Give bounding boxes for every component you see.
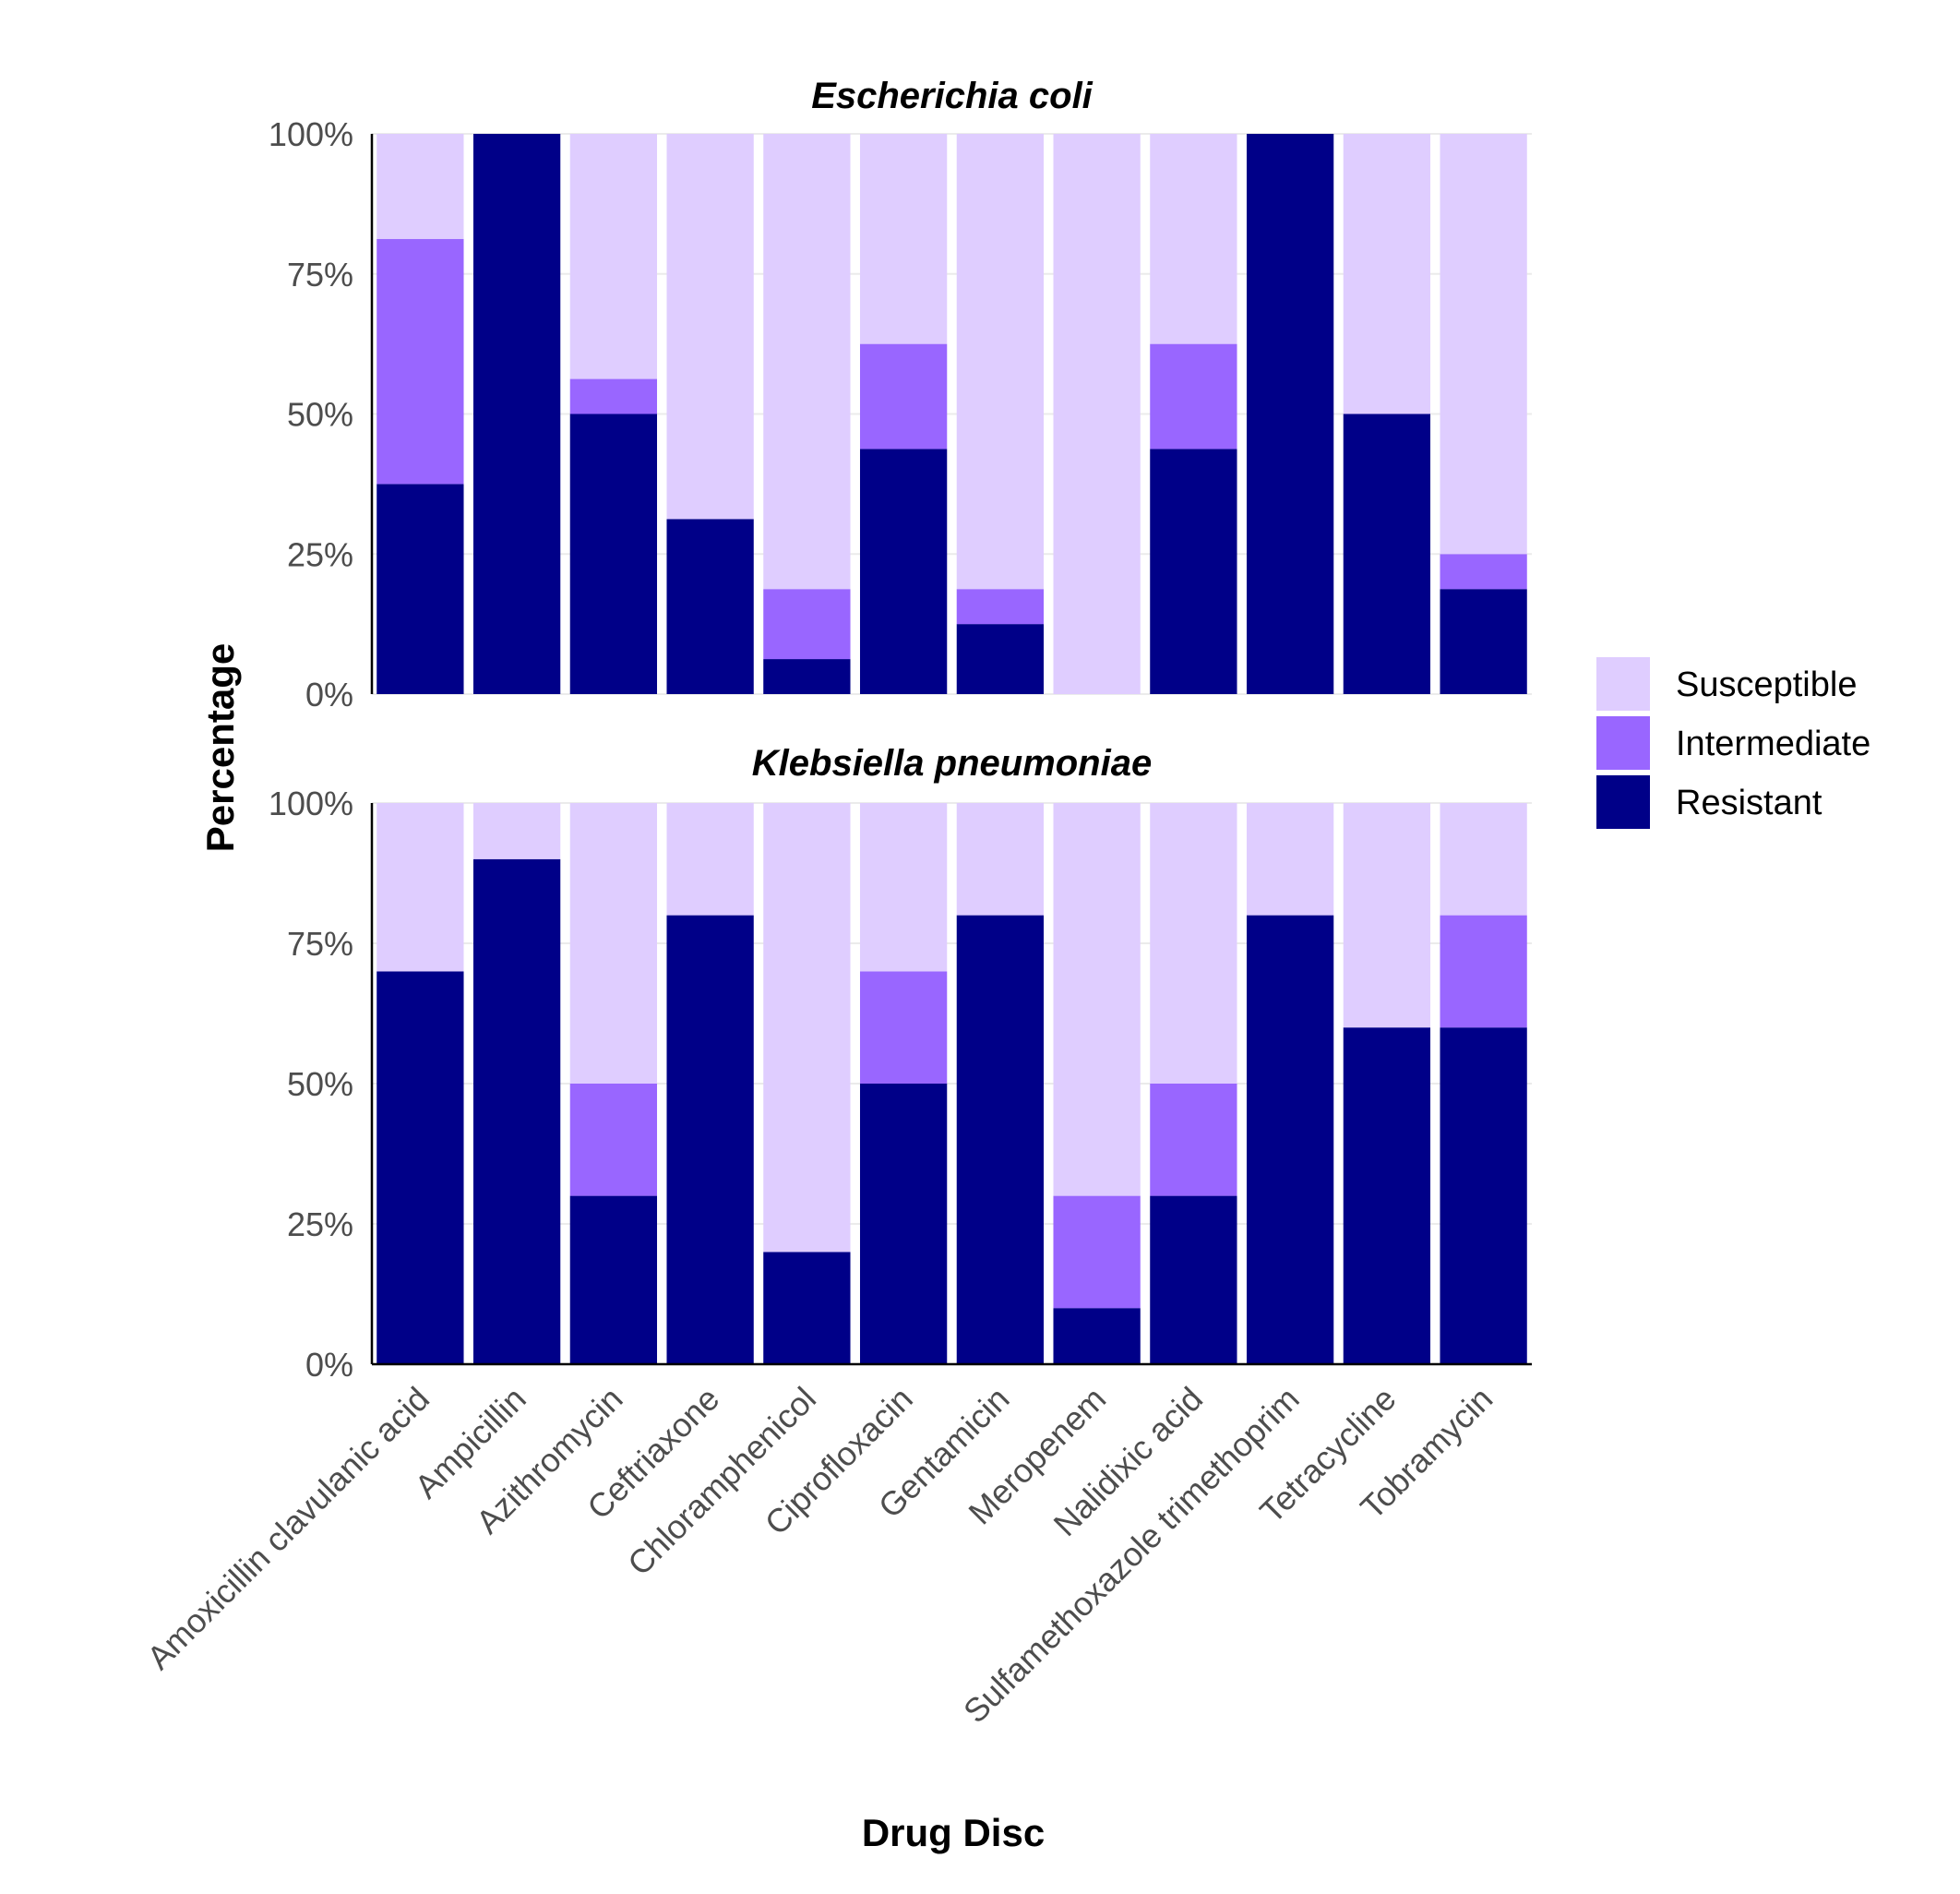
bar-segment-resistant <box>569 414 658 694</box>
bar-segment-resistant <box>1246 134 1334 694</box>
bar-segment-resistant <box>1053 1308 1141 1364</box>
legend-swatch-susceptible <box>1596 657 1650 711</box>
bar-segment-susceptible <box>763 803 851 1253</box>
bar-segment-susceptible <box>666 803 754 916</box>
bar-segment-intermediate <box>1150 1084 1237 1196</box>
bar-segment-susceptible <box>1150 803 1237 1084</box>
y-tick-label: 100% <box>269 785 353 822</box>
legend-label: Intermediate <box>1676 725 1870 763</box>
bar-segment-resistant <box>956 915 1045 1364</box>
bar-segment-susceptible <box>1053 134 1141 694</box>
legend-label: Susceptible <box>1676 665 1857 704</box>
y-tick-label: 50% <box>287 1065 353 1103</box>
y-tick-label: 0% <box>305 676 353 713</box>
panel-title: Klebsiella pneumoniae <box>752 743 1152 784</box>
panel: 0% 25% 50% 75% 100% Escherichia coli <box>269 76 1532 713</box>
bar-segment-intermediate <box>859 971 948 1084</box>
bar-segment-susceptible <box>763 134 851 590</box>
bar-segment-susceptible <box>1440 134 1527 555</box>
bar-segment-intermediate <box>569 378 658 414</box>
bar-segment-intermediate <box>956 589 1045 625</box>
x-axis-title: Drug Disc <box>862 1811 1045 1854</box>
bar-segment-intermediate <box>1440 554 1527 590</box>
bar-segment-susceptible <box>1343 803 1431 1028</box>
bar-segment-resistant <box>1343 1027 1431 1364</box>
bar-segment-resistant <box>956 624 1045 694</box>
bar-segment-susceptible <box>666 134 754 520</box>
legend: Susceptible Intermediate Resistant <box>1596 657 1870 829</box>
bar-segment-intermediate <box>1150 343 1237 450</box>
y-tick-label: 0% <box>305 1346 353 1384</box>
bar-segment-susceptible <box>1343 134 1431 414</box>
bar-segment-susceptible <box>859 134 948 344</box>
bar-segment-intermediate <box>763 589 851 660</box>
bar-segment-resistant <box>376 484 464 694</box>
bar-segment-resistant <box>1440 1027 1527 1364</box>
bar-segment-intermediate <box>1053 1195 1141 1309</box>
bar-segment-resistant <box>472 134 561 694</box>
bar-segment-susceptible <box>376 803 464 972</box>
bar-segment-susceptible <box>569 803 658 1084</box>
bar-segment-intermediate <box>376 238 464 485</box>
bar-segment-resistant <box>1440 589 1527 694</box>
y-tick-label: 50% <box>287 396 353 434</box>
bar-segment-resistant <box>376 971 464 1364</box>
bar-segment-intermediate <box>859 343 948 450</box>
bar-segment-susceptible <box>1440 803 1527 916</box>
x-tick-label: Amoxicillin clavulanic acid <box>139 1380 436 1677</box>
bar-segment-intermediate <box>569 1084 658 1196</box>
bar-segment-susceptible <box>956 803 1045 916</box>
bar-segment-resistant <box>763 1252 851 1364</box>
bar-segment-susceptible <box>1150 134 1237 344</box>
panels: 0% 25% 50% 75% 100% Escherichia coli 0% 25% 50% 7… <box>269 76 1532 1384</box>
legend-label: Resistant <box>1676 784 1823 822</box>
bar-segment-resistant <box>859 1084 948 1364</box>
bar-segment-susceptible <box>956 134 1045 590</box>
y-tick-label: 25% <box>287 535 353 573</box>
bar-segment-resistant <box>472 858 561 1364</box>
panel-title: Escherichia coli <box>811 76 1093 116</box>
bar-segment-resistant <box>763 659 851 694</box>
bar-segment-susceptible <box>859 803 948 972</box>
bar-segment-susceptible <box>1053 803 1141 1196</box>
bar-segment-resistant <box>1150 449 1237 694</box>
bar-segment-resistant <box>666 519 754 694</box>
bar-segment-resistant <box>1343 414 1431 694</box>
legend-swatch-intermediate <box>1596 716 1650 770</box>
y-tick-label: 25% <box>287 1205 353 1243</box>
bar-segment-resistant <box>1150 1195 1237 1364</box>
panel: 0% 25% 50% 75% 100% Klebsiella pneumoniae <box>269 743 1532 1384</box>
y-tick-label: 75% <box>287 256 353 294</box>
bar-segment-susceptible <box>472 803 561 859</box>
y-tick-label: 100% <box>269 115 353 153</box>
legend-swatch-resistant <box>1596 775 1650 829</box>
y-tick-label: 75% <box>287 925 353 963</box>
bar-segment-susceptible <box>376 134 464 239</box>
bar-segment-resistant <box>859 449 948 694</box>
bar-segment-susceptible <box>1246 803 1334 916</box>
x-axis-tick-labels: Amoxicillin clavulanic acidAmpicillinAzi… <box>139 1380 1500 1731</box>
bar-segment-susceptible <box>569 134 658 379</box>
bar-segment-resistant <box>1246 915 1334 1364</box>
bar-segment-resistant <box>666 915 754 1364</box>
bar-segment-resistant <box>569 1195 658 1364</box>
y-axis-title: Percentage <box>198 643 242 852</box>
bar-segment-intermediate <box>1440 915 1527 1028</box>
